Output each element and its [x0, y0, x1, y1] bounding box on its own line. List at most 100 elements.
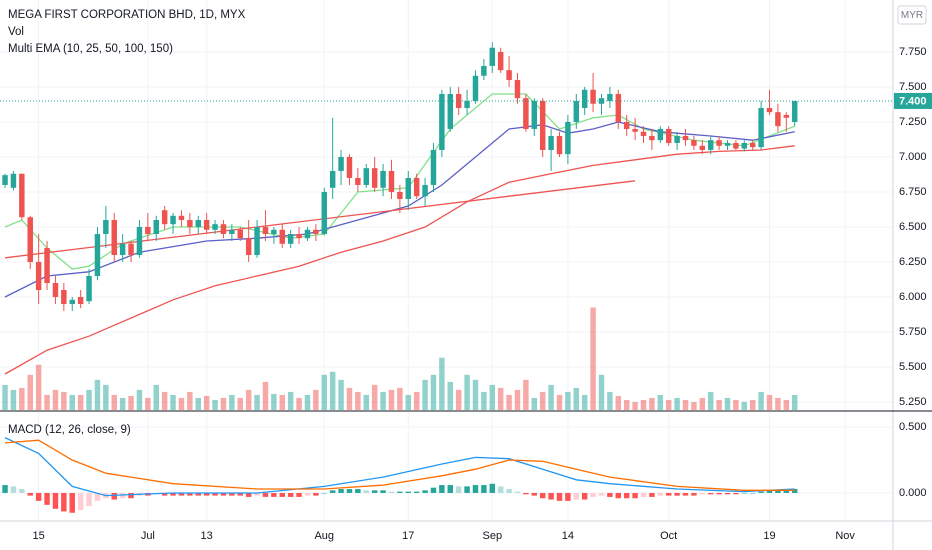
histogram-bar: [388, 491, 395, 493]
volume-bar: [430, 374, 437, 410]
volume-bar: [548, 384, 554, 410]
volume-bar: [607, 391, 613, 410]
volume-bar: [187, 391, 193, 410]
volume-bar: [262, 381, 269, 410]
y-tick-label: 7.500: [899, 81, 927, 93]
histogram-bar: [506, 489, 512, 493]
candle-body: [514, 79, 521, 99]
histogram-bar: [422, 490, 428, 493]
volume-bar: [19, 387, 25, 410]
x-tick-label: Nov: [835, 530, 855, 542]
candle-body: [338, 156, 344, 171]
candle-body: [19, 173, 25, 218]
volume-bar: [2, 384, 8, 410]
candle-body: [741, 142, 748, 149]
volume-bar: [346, 387, 353, 410]
candle-body: [464, 100, 470, 108]
candle-body: [405, 177, 412, 199]
candle-body: [10, 173, 17, 188]
histogram-bar: [2, 485, 8, 493]
histogram-bar: [497, 486, 504, 493]
histogram-bar: [346, 489, 353, 493]
candle-body: [497, 51, 504, 71]
candle-body: [279, 229, 285, 244]
currency-box[interactable]: [897, 5, 927, 25]
histogram-bar: [10, 486, 17, 493]
indicator-line: [4, 437, 795, 497]
candle-body: [145, 226, 151, 234]
y-tick-label: 7.250: [899, 116, 927, 128]
candle-body: [388, 170, 395, 192]
candle-body: [556, 135, 563, 155]
volume-bar: [195, 397, 201, 410]
candle-body: [287, 233, 294, 244]
candle-body: [170, 215, 176, 225]
histogram-bar: [724, 492, 731, 495]
volume-bar: [52, 389, 59, 410]
volume-bar: [220, 397, 227, 410]
volume-bar: [422, 379, 428, 410]
volume-bar: [380, 391, 386, 410]
histogram-bar: [203, 492, 210, 496]
volume-bar: [287, 391, 294, 410]
candle-body: [187, 219, 193, 227]
histogram-bar: [766, 490, 773, 493]
volume-bar: [455, 389, 462, 410]
last-price-box: [894, 92, 932, 109]
y-tick-label: 6.250: [899, 256, 927, 268]
candle-body: [237, 229, 243, 239]
histogram-bar: [783, 490, 790, 493]
candle-body: [111, 219, 117, 255]
candle-body: [565, 121, 571, 155]
histogram-bar: [581, 492, 588, 500]
volume-bar: [413, 391, 420, 410]
volume-bar: [665, 399, 672, 410]
candle-body: [581, 89, 588, 108]
currency[interactable]: MYR: [901, 10, 923, 21]
indicator-label: Multi EMA (10, 25, 50, 100, 150): [8, 43, 173, 55]
histogram-bar: [271, 492, 277, 497]
volume-bar: [657, 394, 664, 410]
histogram-bar: [539, 492, 546, 499]
volume-bar: [371, 384, 378, 410]
candle-body: [94, 233, 101, 276]
histogram-bar: [523, 492, 529, 495]
volume-bar: [649, 397, 655, 410]
histogram-bar: [77, 492, 84, 511]
candle-body: [430, 149, 437, 185]
volume-bar: [749, 399, 756, 410]
volume-bar: [170, 394, 176, 410]
x-tick-label: Aug: [314, 530, 334, 542]
volume-bar: [103, 384, 109, 410]
x-tick-label: Oct: [660, 530, 677, 542]
volume-bar: [775, 397, 781, 410]
candle-body: [44, 247, 50, 283]
histogram-bar: [413, 491, 420, 493]
histogram-bar: [304, 492, 311, 496]
volume-bar: [27, 374, 33, 410]
histogram-bar: [649, 492, 655, 497]
volume-bar: [44, 394, 50, 410]
histogram-bar: [35, 492, 42, 501]
x-tick-label: 15: [33, 530, 45, 542]
histogram-bar: [607, 492, 613, 497]
histogram-bar: [716, 492, 722, 495]
last-price-label: 7.400: [899, 95, 927, 107]
candle-body: [657, 128, 664, 141]
volume-bar: [405, 394, 412, 410]
candle-body: [691, 140, 697, 146]
candle-body: [52, 282, 59, 297]
volume-bar: [682, 399, 689, 410]
candle-body: [455, 93, 462, 108]
histogram-bar: [86, 492, 92, 507]
histogram-bar: [665, 492, 672, 496]
histogram-bar: [94, 492, 101, 501]
volume-bar: [623, 399, 630, 410]
histogram-bar: [733, 492, 739, 495]
candle-body: [472, 75, 479, 101]
histogram-bar: [682, 492, 689, 496]
candle-body: [296, 233, 302, 239]
volume-bar: [783, 399, 790, 410]
volume-bar: [35, 364, 42, 410]
